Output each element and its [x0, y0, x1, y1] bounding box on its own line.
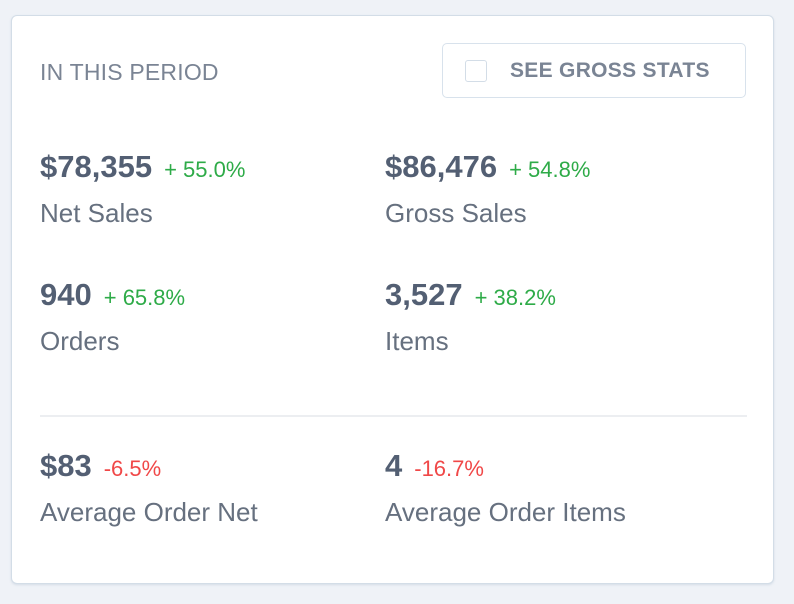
stat-label: Gross Sales: [385, 198, 527, 228]
stat-gross-sales: $86,476 + 54.8% Gross Sales: [385, 149, 590, 229]
stat-average-order-items: 4 -16.7% Average Order Items: [385, 448, 626, 528]
stat-value: $86,476: [385, 149, 498, 184]
stat-delta: + 38.2%: [474, 285, 556, 310]
stat-average-order-net: $83 -6.5% Average Order Net: [40, 448, 258, 528]
stat-label: Net Sales: [40, 198, 153, 228]
stat-label: Average Order Net: [40, 497, 258, 527]
period-stats-card: IN THIS PERIOD SEE GROSS STATS $78,355 +…: [11, 15, 774, 584]
stat-delta: -6.5%: [103, 456, 162, 481]
stat-delta: + 55.0%: [164, 157, 246, 182]
stat-label: Orders: [40, 326, 120, 356]
stat-label: Average Order Items: [385, 497, 626, 527]
stat-orders: 940 + 65.8% Orders: [40, 277, 185, 357]
see-gross-stats-label: SEE GROSS STATS: [510, 58, 710, 82]
stat-value: 3,527: [385, 277, 463, 312]
card-title: IN THIS PERIOD: [40, 59, 219, 85]
stat-label: Items: [385, 326, 449, 356]
stat-items: 3,527 + 38.2% Items: [385, 277, 556, 357]
stat-value: $78,355: [40, 149, 153, 184]
stat-delta: + 65.8%: [103, 285, 186, 310]
stat-delta: -16.7%: [414, 456, 484, 481]
stat-net-sales: $78,355 + 55.0% Net Sales: [40, 149, 245, 229]
divider: [40, 415, 747, 417]
stat-delta: + 54.8%: [509, 157, 591, 182]
stat-value: $83: [40, 448, 92, 483]
checkbox-icon[interactable]: [465, 59, 487, 82]
see-gross-stats-toggle[interactable]: SEE GROSS STATS: [442, 43, 746, 98]
stat-value: 4: [385, 448, 403, 483]
stat-value: 940: [40, 277, 92, 312]
